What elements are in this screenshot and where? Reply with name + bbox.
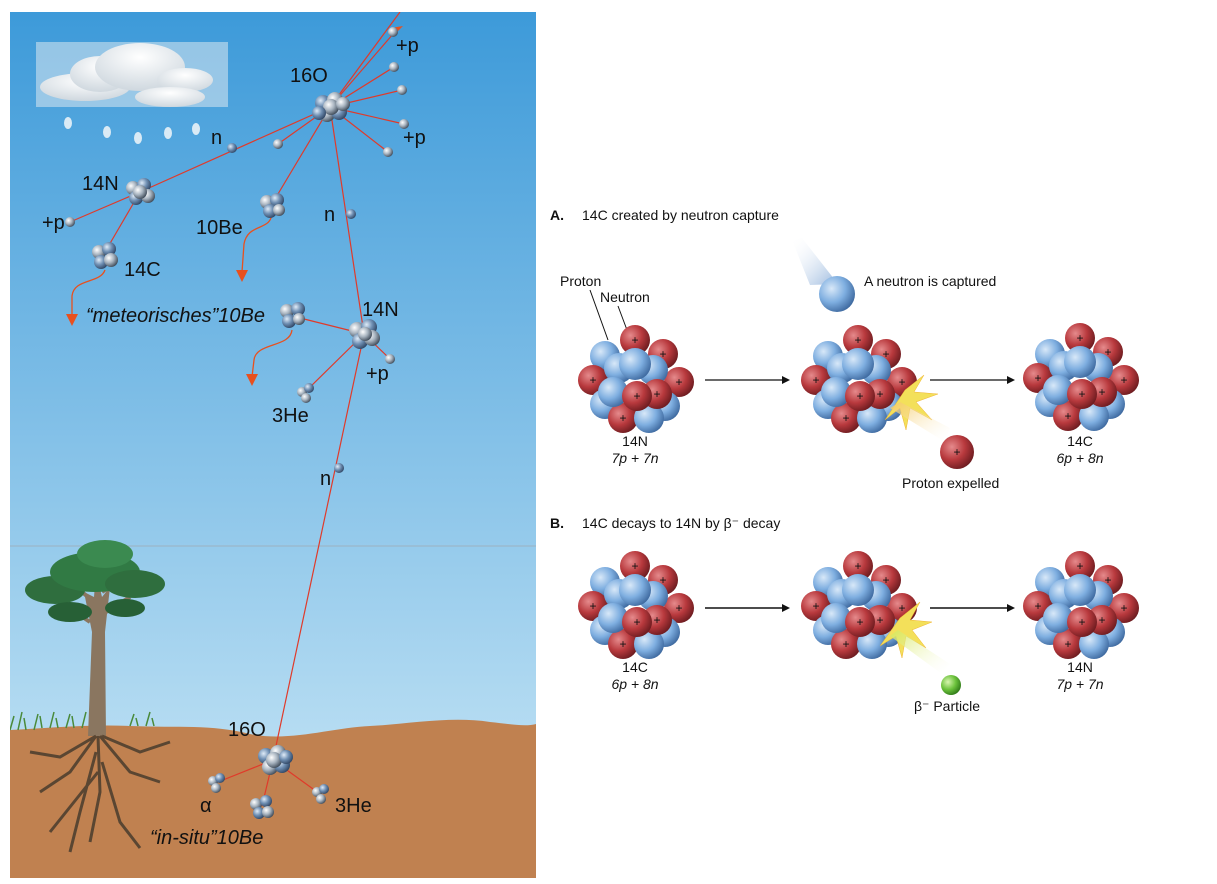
label-neutron-3: n: [320, 468, 331, 490]
be10-meteoric-nucleus: [280, 302, 305, 328]
alpha-particle: [208, 773, 225, 793]
be10-insitu-nucleus: [250, 795, 274, 819]
beta-label: β⁻ Particle: [914, 698, 980, 714]
he3-nucleus-ground: [312, 784, 329, 804]
soil: [10, 719, 536, 878]
label-proton-left: +p: [42, 212, 65, 234]
n14-nucleus-mid: [349, 319, 380, 349]
label-he3-ground: 3He: [335, 795, 372, 817]
right-nucleus-a-symbol: 14C: [1067, 433, 1093, 449]
panel-b-letter: B.: [550, 515, 564, 531]
right-nucleus-b-symbol: 14N: [1067, 659, 1093, 675]
arrow-a2: [930, 376, 1015, 384]
label-n14-mid: 14N: [362, 299, 399, 321]
transition-nucleus-a: [801, 325, 917, 433]
label-be10-atmosphere: 10Be: [196, 217, 243, 239]
be10-nucleus-atmosphere: [260, 193, 285, 218]
right-nucleus-a-composition: 6p + 8n: [1056, 450, 1103, 466]
svg-text:+: +: [953, 445, 960, 459]
he3-nucleus-atmosphere: [297, 383, 314, 403]
panel-b-title: 14C decays to 14N by β⁻ decay: [582, 515, 780, 531]
grass: [10, 711, 155, 731]
tree-icon: [25, 540, 171, 853]
beta-particle: [941, 675, 961, 695]
proton-pointer: [589, 289, 609, 341]
arrow-b1: [705, 604, 790, 612]
right-nucleus-b-composition: 7p + 7n: [1056, 676, 1103, 692]
label-c14: 14C: [124, 259, 161, 281]
arrow-a1: [705, 376, 790, 384]
carbon14-nucleus-diagram: +++ +++ + A. 14C created by neutron capt…: [550, 207, 1139, 714]
expelled-proton: [940, 435, 974, 469]
c14-nucleus: [92, 242, 118, 269]
arrow-b2: [930, 604, 1015, 612]
label-neutron-2: n: [324, 204, 335, 226]
n14-nucleus-a: [578, 325, 694, 433]
panel-a-title: 14C created by neutron capture: [582, 207, 779, 223]
left-nucleus-a-composition: 7p + 7n: [611, 450, 658, 466]
proton-trail: [890, 402, 950, 442]
n14-nucleus-b: [1023, 551, 1139, 659]
o16-nucleus-top: [312, 92, 350, 122]
burst-icon-b: [879, 601, 933, 659]
single-particles: [65, 27, 409, 473]
captured-label: A neutron is captured: [864, 273, 996, 289]
neutron-trail: [792, 238, 838, 285]
left-nucleus-b-composition: 6p + 8n: [611, 676, 658, 692]
label-meteorisches: “meteorisches”10Be: [86, 305, 265, 327]
proton-label: Proton: [560, 273, 601, 289]
left-nucleus-b-symbol: 14C: [622, 659, 648, 675]
label-proton-top: +p: [396, 35, 419, 57]
panel-a-letter: A.: [550, 207, 564, 223]
c14-nucleus-a: [1023, 323, 1139, 431]
left-nucleus-a-symbol: 14N: [622, 433, 648, 449]
label-n14-top: 14N: [82, 173, 119, 195]
cloud-icon: [36, 42, 228, 107]
label-alpha: α: [200, 795, 212, 817]
label-o16-ground: 16O: [228, 719, 266, 741]
expelled-label: Proton expelled: [902, 475, 999, 491]
label-proton-mid: +p: [366, 363, 389, 385]
label-proton-right: +p: [403, 127, 426, 149]
label-in-situ: “in-situ”10Be: [150, 827, 263, 849]
label-neutron-1: n: [211, 127, 222, 149]
label-o16-top: 16O: [290, 65, 328, 87]
cosmic-ray-cascade-illustration: 16O +p +p n 14N +p 10Be 14C n “meteorisc…: [10, 12, 536, 878]
incoming-neutron: [819, 276, 855, 312]
raindrop-icons: [64, 117, 200, 144]
o16-nucleus-ground: [258, 745, 293, 775]
label-he3-atmosphere: 3He: [272, 405, 309, 427]
beta-trail: [890, 630, 950, 674]
n14-nucleus-top: [126, 178, 155, 205]
c14-nucleus-b: [578, 551, 694, 659]
neutron-label: Neutron: [600, 289, 650, 305]
